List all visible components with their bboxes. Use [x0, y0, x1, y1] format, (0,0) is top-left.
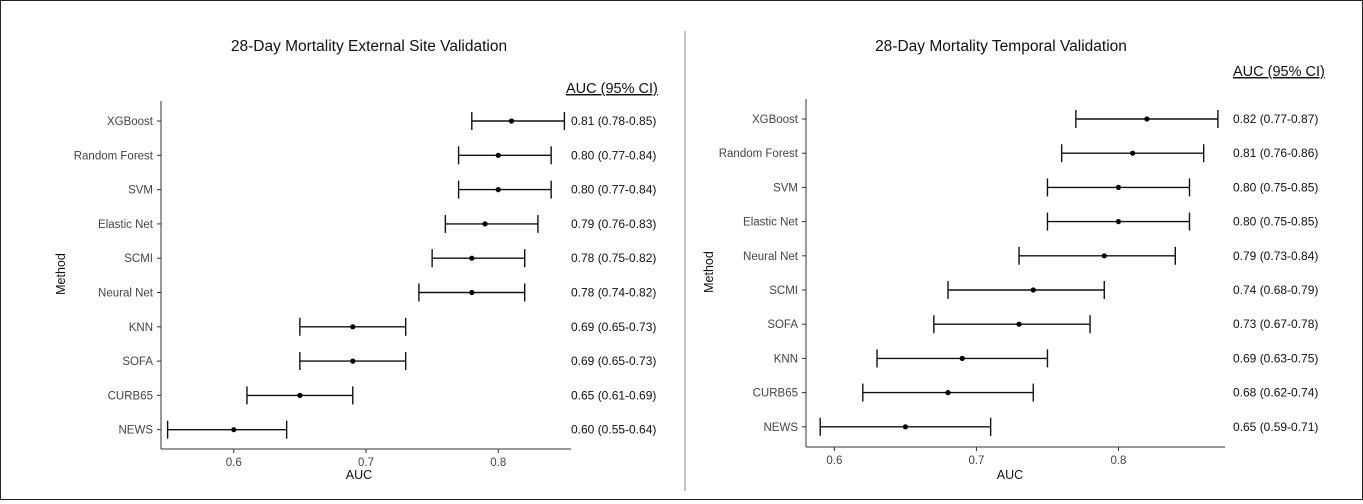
auc-ci-value: 0.65 (0.61-0.69) [571, 388, 656, 402]
auc-ci-value: 0.81 (0.78-0.85) [571, 114, 656, 128]
method-label: Elastic Net [98, 219, 154, 231]
x-tick-label: 0.7 [358, 457, 374, 469]
auc-point [945, 390, 951, 396]
auc-point [1115, 219, 1122, 225]
auc-point [350, 324, 356, 330]
method-label: SVM [128, 185, 153, 197]
x-axis-label: AUC [346, 468, 372, 482]
auc-ci-value: 0.79 (0.76-0.83) [571, 217, 656, 231]
auc-point [469, 255, 475, 261]
auc-point [508, 118, 515, 124]
method-label: SOFA [122, 356, 153, 368]
panel-external-site: 28-Day Mortality External Site Validatio… [54, 38, 658, 482]
panel-temporal: 28-Day Mortality Temporal Validation AUC… [702, 38, 1325, 482]
auc-ci-value: 0.81 (0.76-0.86) [1233, 146, 1318, 160]
auc-ci-value: 0.80 (0.75-0.85) [1233, 180, 1318, 194]
method-label: CURB65 [753, 388, 798, 400]
y-axis-label: Method [54, 253, 68, 295]
auc-point [1144, 116, 1150, 122]
x-tick-label: 0.8 [490, 457, 506, 469]
method-label: NEWS [119, 425, 154, 437]
method-label: Random Forest [74, 150, 154, 162]
chart-title: 28-Day Mortality External Site Validatio… [231, 38, 507, 55]
auc-point [1115, 184, 1122, 190]
method-label: NEWS [764, 422, 799, 434]
auc-ci-value: 0.79 (0.73-0.84) [1233, 249, 1318, 263]
method-label: Elastic Net [743, 217, 799, 229]
x-tick-label: 0.7 [968, 455, 984, 467]
auc-point [1130, 150, 1136, 156]
x-axis-label: AUC [997, 468, 1023, 482]
method-label: KNN [774, 353, 798, 365]
auc-ci-value: 0.80 (0.77-0.84) [571, 183, 656, 197]
auc-ci-value: 0.60 (0.55-0.64) [571, 423, 656, 437]
auc-point [297, 392, 303, 398]
method-label: Random Forest [719, 148, 799, 160]
auc-point [482, 221, 488, 227]
auc-point [469, 289, 475, 296]
x-tick-label: 0.8 [1110, 455, 1126, 467]
method-label: XGBoost [752, 114, 799, 126]
method-label: SCMI [769, 285, 798, 297]
method-label: Neural Net [98, 288, 154, 300]
auc-ci-value: 0.69 (0.65-0.73) [571, 320, 656, 334]
auc-point [1101, 253, 1107, 259]
auc-ci-value: 0.80 (0.75-0.85) [1233, 215, 1318, 229]
ci-column-header: AUC (95% CI) [566, 81, 658, 97]
auc-ci-value: 0.73 (0.67-0.78) [1233, 317, 1318, 331]
method-label: SOFA [767, 319, 798, 331]
method-label: SVM [773, 182, 798, 194]
y-axis-label: Method [702, 251, 716, 293]
ci-column-header: AUC (95% CI) [1233, 64, 1325, 80]
auc-ci-value: 0.69 (0.65-0.73) [571, 354, 656, 368]
method-label: KNN [129, 322, 153, 334]
auc-point [231, 427, 237, 433]
auc-ci-value: 0.80 (0.77-0.84) [571, 148, 656, 162]
plot-marks: 0.6 0.7 0.8 XGBoost 0.82 (0.77-0.87) Random F… [719, 110, 1318, 467]
auc-point [495, 187, 501, 193]
x-tick-label: 0.6 [826, 455, 842, 467]
method-label: CURB65 [108, 390, 153, 402]
method-label: SCMI [124, 253, 153, 265]
auc-point [1016, 321, 1022, 327]
x-tick-label: 0.6 [226, 457, 242, 469]
auc-ci-value: 0.68 (0.62-0.74) [1233, 386, 1318, 400]
auc-ci-value: 0.69 (0.63-0.75) [1233, 351, 1318, 365]
auc-point [350, 358, 356, 364]
auc-ci-value: 0.65 (0.59-0.71) [1233, 420, 1318, 434]
plot-marks: 0.6 0.7 0.8 XGBoost 0.81 (0.78-0.85) Random F… [74, 112, 656, 469]
auc-ci-value: 0.78 (0.75-0.82) [571, 251, 656, 265]
auc-ci-value: 0.78 (0.74-0.82) [571, 286, 656, 300]
chart-title: 28-Day Mortality Temporal Validation [875, 38, 1127, 55]
auc-ci-value: 0.74 (0.68-0.79) [1233, 283, 1318, 297]
auc-point [495, 152, 501, 158]
auc-point [1030, 287, 1036, 293]
auc-point [902, 424, 909, 430]
method-label: Neural Net [743, 251, 799, 263]
auc-point [959, 355, 965, 361]
auc-ci-value: 0.82 (0.77-0.87) [1233, 112, 1318, 126]
method-label: XGBoost [107, 116, 154, 128]
